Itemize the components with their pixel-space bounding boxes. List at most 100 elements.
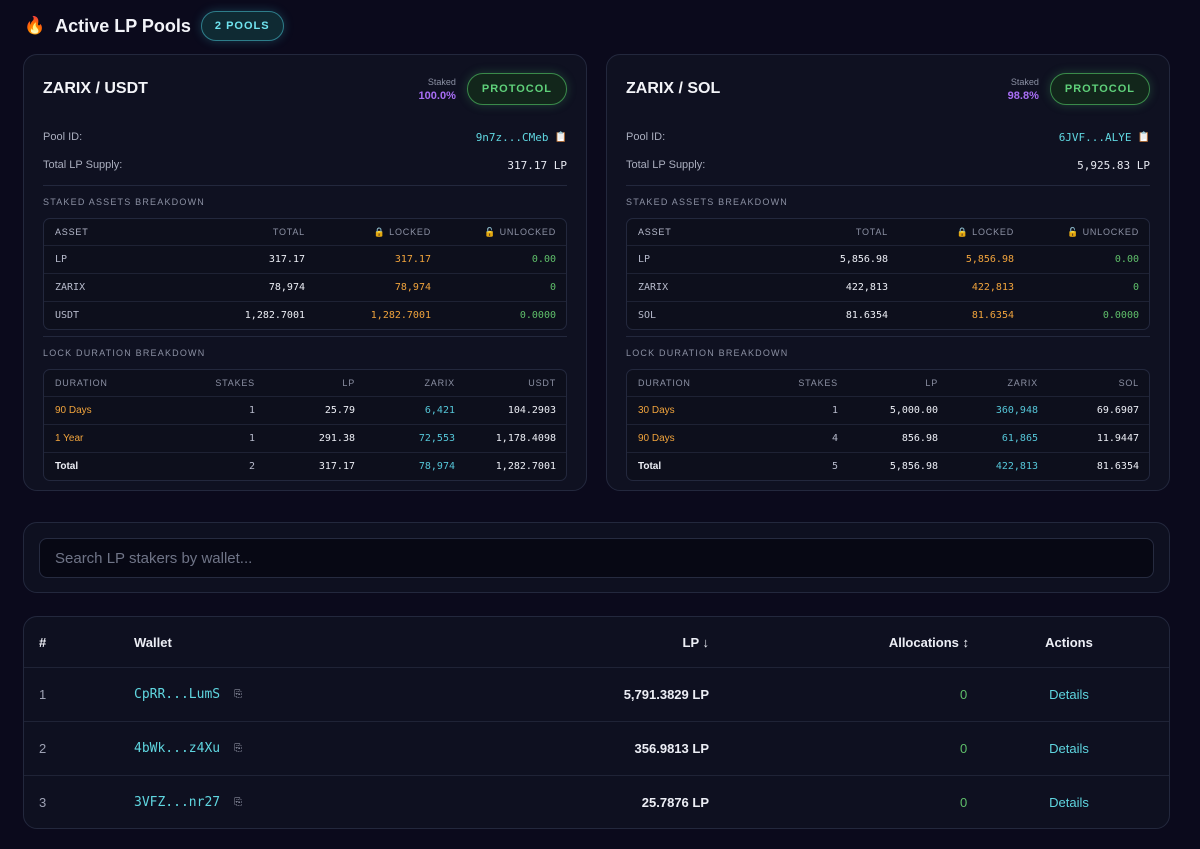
duration-cell: 2 bbox=[248, 461, 255, 472]
staked-indicator: Staked 98.8% bbox=[1008, 75, 1039, 103]
pool-id-value[interactable]: 9n7z...CMeb 📋 bbox=[476, 131, 567, 144]
duration-cell: 1 Year bbox=[55, 433, 84, 444]
wallet-address[interactable]: 3VFZ...nr27 bbox=[134, 795, 221, 810]
stakers-table: # Wallet LP ↓ Allocations ↕ Actions 1 CpR… bbox=[23, 616, 1170, 829]
protocol-badge: PROTOCOL bbox=[466, 73, 567, 105]
asset-cell: USDT bbox=[55, 310, 80, 321]
details-button[interactable]: Details bbox=[1049, 795, 1089, 810]
asset-cell: 317.17 bbox=[268, 254, 305, 265]
col-header-lp[interactable]: LP ↓ bbox=[682, 634, 710, 650]
assets-section-title: STAKED ASSETS BREAKDOWN bbox=[626, 197, 788, 207]
assets-col-header: TOTAL bbox=[855, 227, 888, 237]
duration-cell: 25.79 bbox=[324, 405, 355, 416]
assets-col-header: 🔒 LOCKED bbox=[373, 226, 431, 237]
asset-cell: 1,282.7001 bbox=[244, 310, 305, 321]
divider bbox=[626, 185, 1150, 186]
pool-card: ZARIX / SOL Staked 98.8% PROTOCOL Pool ID: 6J… bbox=[606, 54, 1170, 491]
wallet-address[interactable]: CpRR...LumS bbox=[134, 687, 221, 702]
pool-pair-title: ZARIX / SOL bbox=[626, 80, 721, 97]
duration-cell: 422,813 bbox=[995, 461, 1038, 472]
duration-section-title: LOCK DURATION BREAKDOWN bbox=[626, 348, 789, 358]
allocations-count: 0 bbox=[960, 687, 968, 702]
asset-cell: SOL bbox=[638, 310, 657, 321]
duration-cell: 61,865 bbox=[1001, 433, 1038, 444]
page-title: Active LP Pools bbox=[55, 15, 191, 36]
details-button[interactable]: Details bbox=[1049, 687, 1089, 702]
pool-count-badge: 2 POOLS bbox=[200, 11, 284, 41]
asset-cell: LP bbox=[55, 254, 68, 265]
wallet-address[interactable]: 4bWk...z4Xu bbox=[134, 741, 221, 756]
pool-id-value[interactable]: 6JVF...ALYE 📋 bbox=[1059, 131, 1150, 144]
duration-header-row: DURATION STAKES LP ZARIX USDT bbox=[44, 370, 566, 396]
lp-supply-value: 317.17 LP bbox=[507, 158, 567, 172]
duration-cell: 5,000.00 bbox=[889, 405, 938, 416]
lp-supply-label: Total LP Supply: bbox=[626, 159, 706, 171]
assets-col-header: ASSET bbox=[638, 227, 672, 237]
table-row: 30 Days 1 5,000.00 360,948 69.6907 bbox=[627, 396, 1149, 424]
asset-cell: 422,813 bbox=[971, 282, 1014, 293]
asset-cell: 5,856.98 bbox=[965, 254, 1014, 265]
asset-cell: ZARIX bbox=[55, 282, 86, 293]
clipboard-icon[interactable]: 📋 bbox=[1137, 131, 1150, 143]
duration-col-header: STAKES bbox=[798, 378, 838, 388]
copy-icon[interactable]: ⎘ bbox=[234, 689, 243, 700]
asset-cell: 78,974 bbox=[394, 282, 431, 293]
table-row: LP 317.17 317.17 0.00 bbox=[44, 245, 566, 273]
details-button[interactable]: Details bbox=[1049, 741, 1089, 756]
table-row: ZARIX 78,974 78,974 0 bbox=[44, 273, 566, 301]
duration-cell: 72,553 bbox=[418, 433, 455, 444]
clipboard-icon[interactable]: 📋 bbox=[554, 131, 567, 143]
table-row: Total 5 5,856.98 422,813 81.6354 bbox=[627, 452, 1149, 480]
allocations-cell: 0 bbox=[709, 795, 969, 810]
asset-cell: 78,974 bbox=[268, 282, 305, 293]
table-row: 3 3VFZ...nr27 ⎘ 25.7876 LP 0 Details bbox=[24, 775, 1169, 828]
table-row: 1 Year 1 291.38 72,553 1,178.4098 bbox=[44, 424, 566, 452]
table-row: 2 4bWk...z4Xu ⎘ 356.9813 LP 0 Details bbox=[24, 721, 1169, 775]
duration-col-header: DURATION bbox=[638, 378, 691, 388]
allocations-cell: 0 bbox=[709, 687, 969, 702]
lp-amount: 25.7876 LP bbox=[641, 795, 709, 810]
card-header-right: Staked 100.0% PROTOCOL bbox=[419, 73, 567, 105]
staked-percent: 98.8% bbox=[1007, 90, 1039, 102]
duration-cell: 5,856.98 bbox=[889, 461, 938, 472]
table-row: USDT 1,282.7001 1,282.7001 0.0000 bbox=[44, 301, 566, 329]
assets-col-header: 🔓 UNLOCKED bbox=[484, 226, 556, 237]
asset-cell: 81.6354 bbox=[845, 310, 888, 321]
allocations-count: 0 bbox=[960, 795, 968, 810]
asset-cell: 0 bbox=[1132, 282, 1139, 293]
duration-cell: 90 Days bbox=[55, 405, 92, 416]
asset-cell: 1,282.7001 bbox=[370, 310, 431, 321]
assets-col-header: 🔓 UNLOCKED bbox=[1067, 226, 1139, 237]
pool-id-text[interactable]: 6JVF...ALYE bbox=[1058, 130, 1132, 144]
copy-icon[interactable]: ⎘ bbox=[234, 797, 243, 808]
pool-id-text[interactable]: 9n7z...CMeb bbox=[475, 130, 549, 144]
duration-cell: 5 bbox=[831, 461, 838, 472]
duration-table: DURATION STAKES LP ZARIX USDT 90 Days 1 25.79 6,… bbox=[43, 369, 567, 481]
table-row: 1 CpRR...LumS ⎘ 5,791.3829 LP 0 Details bbox=[24, 667, 1169, 721]
duration-col-header: STAKES bbox=[215, 378, 255, 388]
actions-cell: Details bbox=[969, 687, 1169, 702]
wallet-search-input[interactable] bbox=[39, 538, 1154, 578]
allocations-count: 0 bbox=[960, 741, 968, 756]
duration-header-row: DURATION STAKES LP ZARIX SOL bbox=[627, 370, 1149, 396]
copy-icon[interactable]: ⎘ bbox=[234, 743, 243, 754]
table-row: 90 Days 1 25.79 6,421 104.2903 bbox=[44, 396, 566, 424]
staked-label: Staked bbox=[1010, 77, 1039, 87]
asset-cell: 5,856.98 bbox=[839, 254, 888, 265]
lp-supply-row: Total LP Supply: 5,925.83 LP bbox=[626, 151, 1150, 179]
duration-col-header: USDT bbox=[528, 378, 556, 388]
assets-header-row: ASSET TOTAL 🔒 LOCKED 🔓 UNLOCKED bbox=[44, 219, 566, 245]
duration-section-title: LOCK DURATION BREAKDOWN bbox=[43, 348, 206, 358]
pool-card: ZARIX / USDT Staked 100.0% PROTOCOL Pool ID:… bbox=[23, 54, 587, 491]
protocol-badge: PROTOCOL bbox=[1049, 73, 1150, 105]
asset-cell: LP bbox=[638, 254, 651, 265]
duration-cell: 1 bbox=[248, 405, 255, 416]
duration-cell: 11.9447 bbox=[1096, 433, 1139, 444]
duration-cell: 291.38 bbox=[318, 433, 355, 444]
allocations-cell: 0 bbox=[709, 741, 969, 756]
divider bbox=[626, 336, 1150, 337]
divider bbox=[43, 185, 567, 186]
col-header-allocations[interactable]: Allocations ↕ bbox=[888, 634, 969, 650]
staked-percent: 100.0% bbox=[418, 90, 456, 102]
search-panel bbox=[23, 522, 1170, 593]
